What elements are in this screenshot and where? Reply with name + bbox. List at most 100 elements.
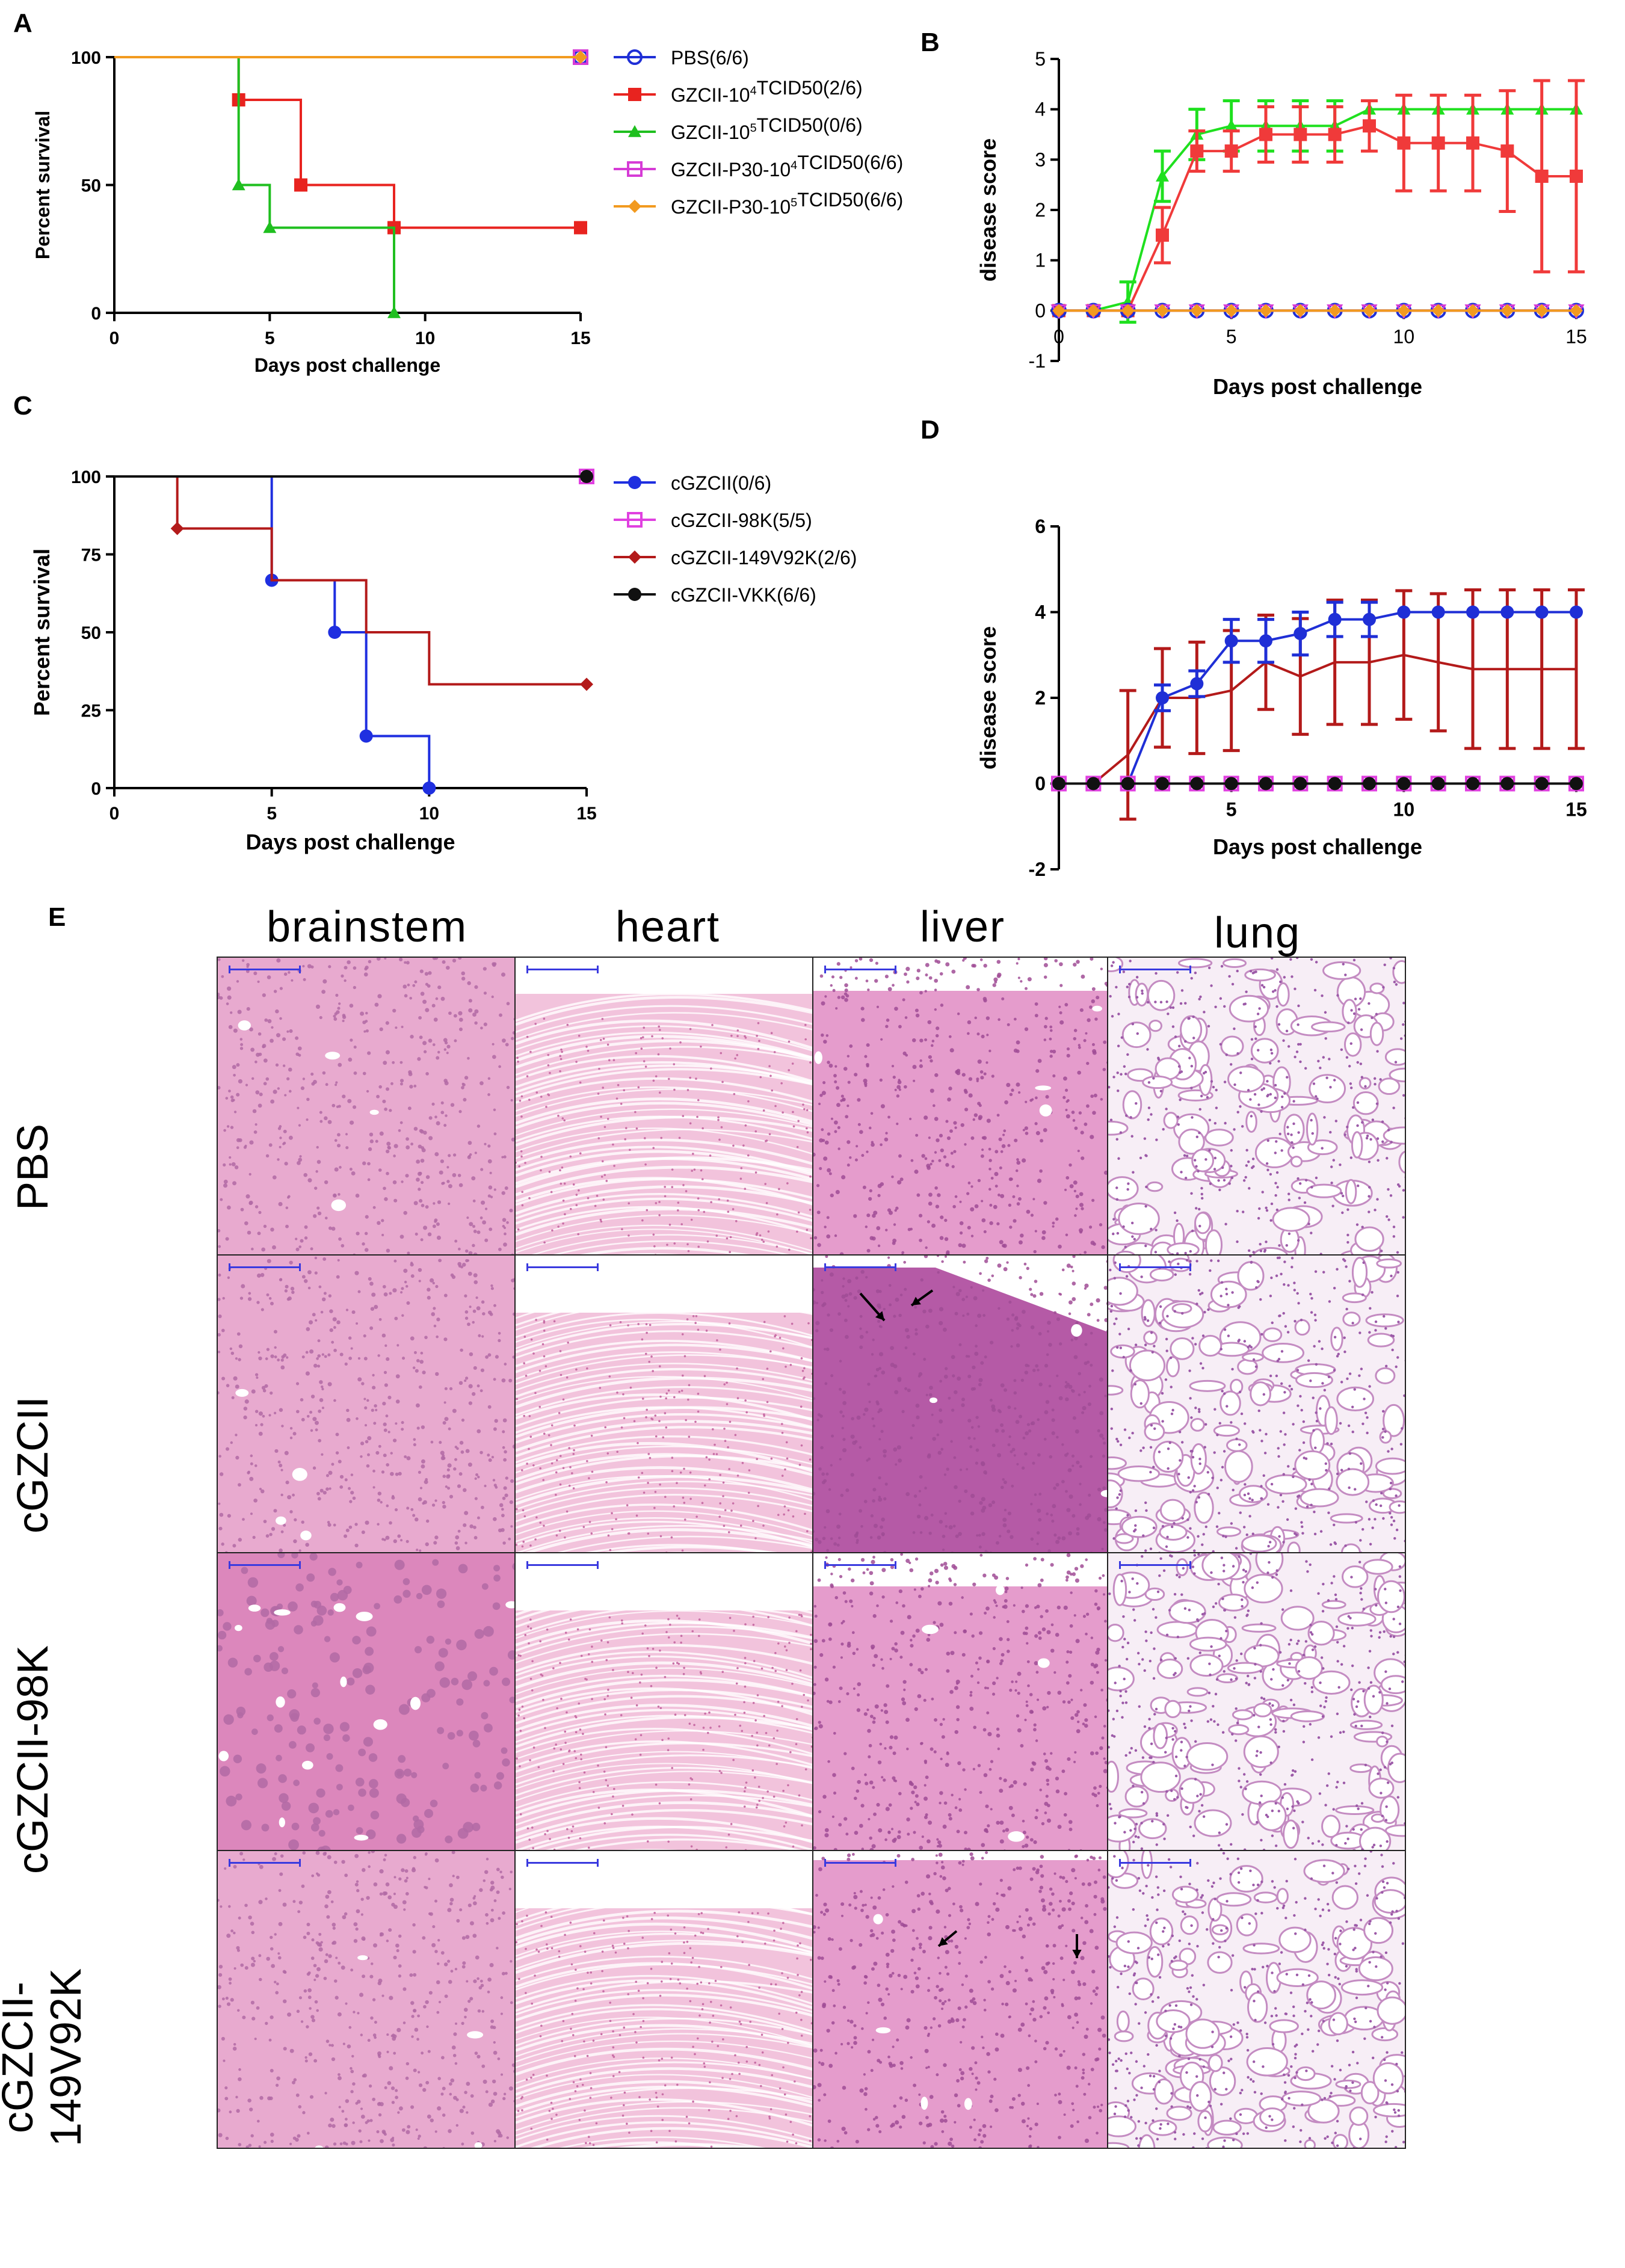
- nucleus: [240, 1296, 243, 1299]
- nucleus: [421, 992, 425, 996]
- nucleus: [563, 1200, 565, 1202]
- nucleus: [358, 1789, 366, 1797]
- nucleus: [836, 1524, 840, 1529]
- nucleus: [866, 1568, 869, 1571]
- nucleus: [870, 1581, 874, 1585]
- nucleus: [1116, 1138, 1118, 1141]
- nucleus: [1094, 1589, 1097, 1592]
- nucleus: [1025, 1028, 1028, 1031]
- nucleus: [246, 966, 248, 968]
- nucleus: [1260, 1333, 1263, 1336]
- nucleus: [578, 1703, 580, 1705]
- nucleus: [1010, 1093, 1013, 1096]
- nucleus: [664, 1676, 667, 1678]
- nucleus: [987, 1278, 991, 1282]
- nucleus: [1262, 1191, 1264, 1193]
- y-axis-label: Percent survival: [29, 549, 54, 716]
- nucleus: [658, 1026, 660, 1028]
- nucleus: [1025, 987, 1028, 990]
- nucleus: [681, 1390, 683, 1392]
- nucleus: [665, 1392, 668, 1394]
- y-tick-label: 75: [81, 546, 101, 565]
- nucleus: [758, 1800, 760, 1802]
- nucleus: [782, 1475, 784, 1477]
- nucleus: [1037, 1453, 1041, 1457]
- nucleus: [523, 1415, 525, 1417]
- nucleus: [1062, 1096, 1065, 1099]
- nucleus: [1238, 1305, 1241, 1308]
- nucleus: [1252, 1157, 1254, 1160]
- scale-bar: [229, 969, 301, 970]
- nucleus: [655, 1784, 658, 1786]
- nucleus: [1109, 1269, 1111, 1271]
- nucleus: [1365, 1500, 1368, 1503]
- nucleus: [1104, 1620, 1107, 1623]
- nucleus: [778, 1188, 780, 1191]
- nucleus: [1249, 1098, 1251, 1100]
- nucleus: [547, 1054, 549, 1056]
- nucleus: [1158, 1450, 1161, 1453]
- nucleus: [936, 1204, 939, 1208]
- nucleus: [598, 1068, 600, 1070]
- nucleus: [448, 1732, 455, 1740]
- nucleus: [854, 1296, 857, 1299]
- nucleus: [637, 1442, 639, 1444]
- nucleus: [421, 1352, 424, 1355]
- nucleus: [341, 975, 344, 978]
- nucleus: [1189, 1397, 1191, 1399]
- nucleus: [1368, 1002, 1370, 1005]
- nucleus: [1226, 1053, 1228, 1056]
- nucleus: [386, 1150, 389, 1153]
- nucleus: [1204, 1158, 1207, 1160]
- nucleus: [803, 1694, 805, 1696]
- nucleus: [846, 1105, 849, 1107]
- nucleus: [1354, 997, 1357, 1000]
- nucleus: [961, 1243, 966, 1248]
- fibre-gap: [516, 1345, 813, 1372]
- nucleus: [481, 1369, 484, 1372]
- nucleus: [831, 1118, 833, 1120]
- nucleus: [792, 1111, 794, 1114]
- nucleus: [723, 1525, 726, 1527]
- nucleus: [303, 1077, 305, 1080]
- nucleus: [1099, 1223, 1102, 1226]
- nucleus: [766, 1202, 768, 1204]
- data-point: [1432, 606, 1445, 619]
- nucleus: [414, 1351, 417, 1354]
- nucleus: [1120, 1346, 1122, 1349]
- nucleus: [1359, 1539, 1361, 1541]
- nucleus: [864, 1500, 868, 1503]
- nucleus: [678, 1618, 680, 1620]
- nucleus: [912, 1038, 916, 1043]
- nucleus: [393, 1180, 397, 1185]
- nucleus: [744, 1686, 747, 1688]
- nucleus: [975, 1204, 979, 1209]
- nucleus: [236, 980, 239, 982]
- nucleus: [1353, 1012, 1355, 1015]
- nucleus: [951, 1355, 955, 1359]
- nucleus: [328, 1471, 333, 1475]
- nucleus: [1167, 1447, 1170, 1450]
- nucleus: [1125, 1114, 1127, 1117]
- nucleus: [735, 1220, 738, 1222]
- nucleus: [1049, 1385, 1052, 1388]
- nucleus: [293, 1432, 297, 1435]
- nucleus: [1179, 1099, 1181, 1101]
- nucleus: [465, 1250, 468, 1253]
- nucleus: [784, 1315, 786, 1317]
- data-point: [1466, 777, 1479, 790]
- nucleus: [1103, 1441, 1106, 1444]
- nucleus: [318, 1410, 321, 1413]
- nucleus: [605, 1746, 608, 1749]
- nucleus: [471, 1176, 475, 1180]
- nucleus: [918, 1595, 922, 1598]
- nucleus: [680, 1223, 683, 1225]
- nucleus: [769, 1075, 772, 1077]
- nucleus: [1146, 1048, 1149, 1050]
- nucleus: [859, 1327, 862, 1330]
- nucleus: [1299, 1061, 1301, 1063]
- nucleus: [1251, 1499, 1253, 1501]
- nucleus: [1194, 1343, 1197, 1345]
- nucleus: [1076, 1729, 1081, 1733]
- nucleus: [866, 1213, 870, 1217]
